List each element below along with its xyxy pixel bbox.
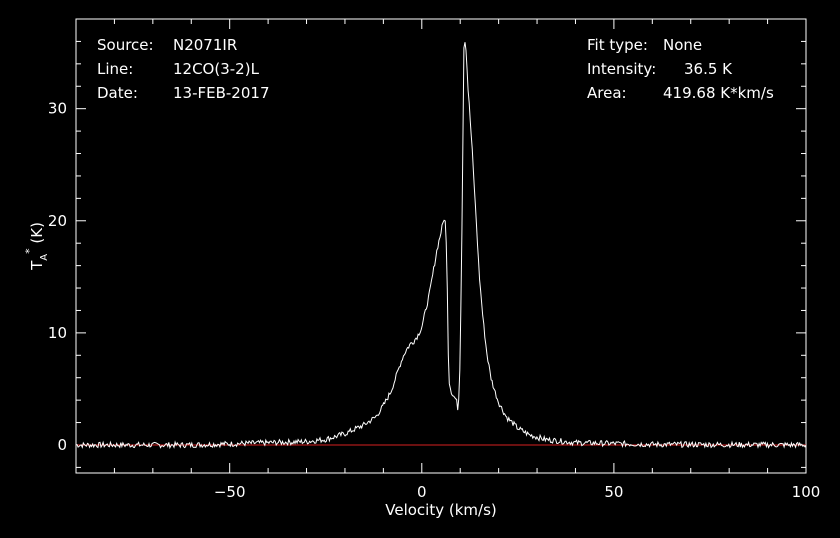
intensity-value: 36.5 K	[684, 60, 733, 78]
x-tick-label: 100	[792, 483, 821, 501]
line-label: Line:	[97, 60, 133, 78]
line-value: 12CO(3-2)L	[173, 60, 260, 78]
y-axis-label-sup: *	[23, 248, 36, 254]
spectrum-line	[75, 42, 807, 450]
axis-ticks	[75, 18, 807, 473]
fit-type-label: Fit type:	[587, 36, 648, 54]
plot-frame	[75, 18, 807, 474]
svg-text:TA* (K): TA* (K)	[23, 222, 50, 271]
area-value: 419.68 K*km/s	[663, 84, 774, 102]
x-tick-label: 0	[417, 483, 427, 501]
fit-type-value: None	[663, 36, 702, 54]
y-tick-label: 20	[48, 212, 67, 230]
x-axis-label: Velocity (km/s)	[385, 501, 496, 519]
y-tick-label: 30	[48, 100, 67, 118]
y-axis-label-main: T	[28, 260, 46, 271]
date-label: Date:	[97, 84, 138, 102]
intensity-label: Intensity:	[587, 60, 656, 78]
source-label: Source:	[97, 36, 154, 54]
axis-tick-labels: −50 0 50 100 0 10 20 30	[48, 100, 820, 501]
y-tick-label: 10	[48, 324, 67, 342]
area-label: Area:	[587, 84, 627, 102]
y-tick-label: 0	[57, 436, 67, 454]
y-axis-label: TA* (K)	[23, 222, 50, 271]
y-axis-label-sub: A	[39, 254, 50, 261]
y-axis-label-unit-text: (K)	[28, 222, 46, 244]
x-tick-label: 50	[604, 483, 623, 501]
x-tick-label: −50	[214, 483, 246, 501]
date-value: 13-FEB-2017	[173, 84, 269, 102]
source-value: N2071IR	[173, 36, 237, 54]
